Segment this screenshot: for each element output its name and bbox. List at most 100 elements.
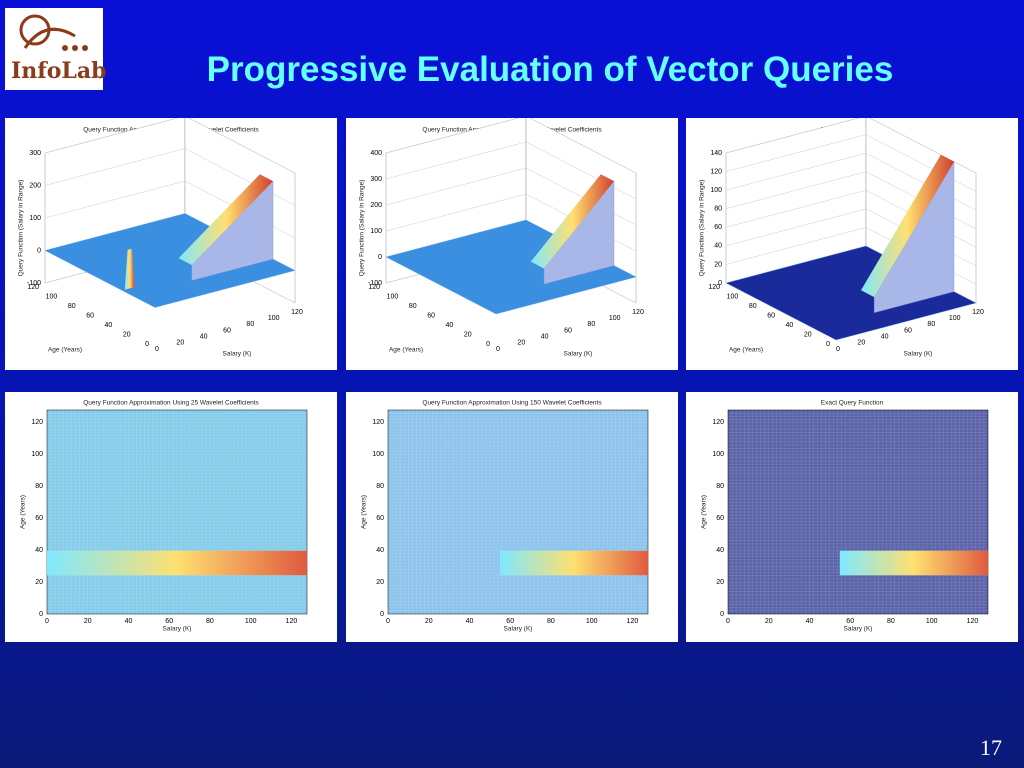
surface-floor <box>385 219 637 315</box>
y-tick-label: 100 <box>31 451 43 458</box>
y-tick-label: 120 <box>27 284 39 291</box>
y-tick-label: 20 <box>804 331 812 338</box>
y-tick-label: 0 <box>145 341 149 348</box>
x-tick-label: 60 <box>506 618 514 625</box>
x-tick-label: 40 <box>466 618 474 625</box>
z-tick-label: 200 <box>370 202 382 209</box>
z-tick-label: 400 <box>370 150 382 157</box>
y-tick-label: 60 <box>427 312 435 319</box>
x-tick-label: 100 <box>268 315 280 322</box>
x-tick-label: 0 <box>496 346 500 353</box>
z-tick-label: 300 <box>29 150 41 157</box>
y-tick-label: 120 <box>712 419 724 426</box>
y-tick-label: 60 <box>767 312 775 319</box>
y-tick-label: 120 <box>31 419 43 426</box>
z-axis-label: Query Function (Salary in Range) <box>699 180 706 277</box>
y-axis-label: Age (Years) <box>701 495 708 529</box>
y-tick-label: 0 <box>826 341 830 348</box>
figure-panel: Query Function Approximation Using 25 Wa… <box>5 118 337 370</box>
surface-ridge-top <box>178 174 273 265</box>
x-tick-label: 40 <box>200 334 208 341</box>
surface-ridge-top <box>861 154 954 298</box>
figure-panel: Query Function Approximation Using 150 W… <box>346 392 678 642</box>
x-tick-label: 60 <box>564 327 572 334</box>
y-tick-label: 20 <box>35 579 43 586</box>
z-tick-label: 140 <box>710 150 722 157</box>
figure-panel: Exact Query Function 0 20 40 60 80 100 120 0 20 40… <box>686 392 1018 642</box>
y-axis-label: Age (Years) <box>361 495 368 529</box>
figure-panel: Query Function Approximation Using 25 Wa… <box>5 392 337 642</box>
x-tick-label: 100 <box>926 618 938 625</box>
z-axis-label: Query Function (Salary in Range) <box>18 180 25 277</box>
z-tick-label: 0 <box>718 280 722 287</box>
x-tick-label: 40 <box>881 334 889 341</box>
x-tick-label: 80 <box>587 321 595 328</box>
y-tick-label: 0 <box>486 341 490 348</box>
y-tick-label: 120 <box>708 284 720 291</box>
y-tick-label: 120 <box>368 284 380 291</box>
y-tick-label: 80 <box>409 303 417 310</box>
y-tick-label: 100 <box>372 451 384 458</box>
x-tick-label: 120 <box>291 309 303 316</box>
x-tick-label: 120 <box>967 618 979 625</box>
y-axis-label: Age (Years) <box>48 347 82 354</box>
y-tick-label: 40 <box>35 547 43 554</box>
x-tick-label: 100 <box>245 618 257 625</box>
chart-title: Query Function Approximation Using 25 Wa… <box>83 400 259 407</box>
page-number: 17 <box>980 735 1002 760</box>
x-tick-label: 100 <box>609 315 621 322</box>
x-tick-label: 40 <box>541 334 549 341</box>
x-tick-label: 60 <box>846 618 854 625</box>
y-tick-label: 60 <box>35 515 43 522</box>
z-tick-label: 100 <box>370 228 382 235</box>
x-axis-label: Salary (K) <box>504 626 533 633</box>
x-tick-label: 20 <box>517 340 525 347</box>
y-tick-label: 0 <box>380 611 384 618</box>
x-tick-label: 20 <box>84 618 92 625</box>
x-tick-label: 40 <box>125 618 133 625</box>
heatmap-area <box>46 409 308 615</box>
logo: InfoLab <box>5 8 107 90</box>
y-tick-label: 40 <box>446 322 454 329</box>
z-tick-label: 0 <box>378 254 382 261</box>
y-tick-label: 100 <box>387 293 399 300</box>
surface-floor <box>725 245 977 341</box>
x-tick-label: 80 <box>887 618 895 625</box>
slide-title: Progressive Evaluation of Vector Queries <box>206 50 894 89</box>
y-tick-label: 60 <box>376 515 384 522</box>
y-tick-label: 60 <box>716 515 724 522</box>
heatmap-band <box>839 550 988 576</box>
x-tick-label: 0 <box>45 618 49 625</box>
y-tick-label: 120 <box>372 419 384 426</box>
x-tick-label: 60 <box>165 618 173 625</box>
grid-line <box>44 118 296 174</box>
x-axis-label: Salary (K) <box>223 351 252 358</box>
z-tick-label: 80 <box>714 206 722 213</box>
surface-ridge-side <box>191 180 274 281</box>
y-tick-label: 100 <box>712 451 724 458</box>
y-tick-label: 40 <box>105 322 113 329</box>
x-tick-label: 20 <box>765 618 773 625</box>
x-tick-label: 120 <box>627 618 639 625</box>
y-tick-label: 0 <box>720 611 724 618</box>
x-tick-label: 80 <box>547 618 555 625</box>
surface-ridge-side <box>543 180 615 285</box>
figure-panel: Exact Query Function02040608010012014002… <box>686 118 1018 370</box>
x-tick-label: 60 <box>904 327 912 334</box>
x-tick-label: 20 <box>176 340 184 347</box>
logo-text: InfoLab <box>11 58 107 84</box>
x-axis-label: Salary (K) <box>904 351 933 358</box>
z-tick-label: 40 <box>714 243 722 250</box>
y-tick-label: 80 <box>716 483 724 490</box>
y-tick-label: 20 <box>376 579 384 586</box>
x-tick-label: 0 <box>155 346 159 353</box>
z-tick-label: 300 <box>370 176 382 183</box>
x-tick-label: 80 <box>246 321 254 328</box>
y-tick-label: 40 <box>376 547 384 554</box>
y-tick-label: 80 <box>68 303 76 310</box>
y-axis-label: Age (Years) <box>389 347 423 354</box>
z-tick-label: 0 <box>37 247 41 254</box>
y-tick-label: 100 <box>46 293 58 300</box>
x-tick-label: 120 <box>632 309 644 316</box>
